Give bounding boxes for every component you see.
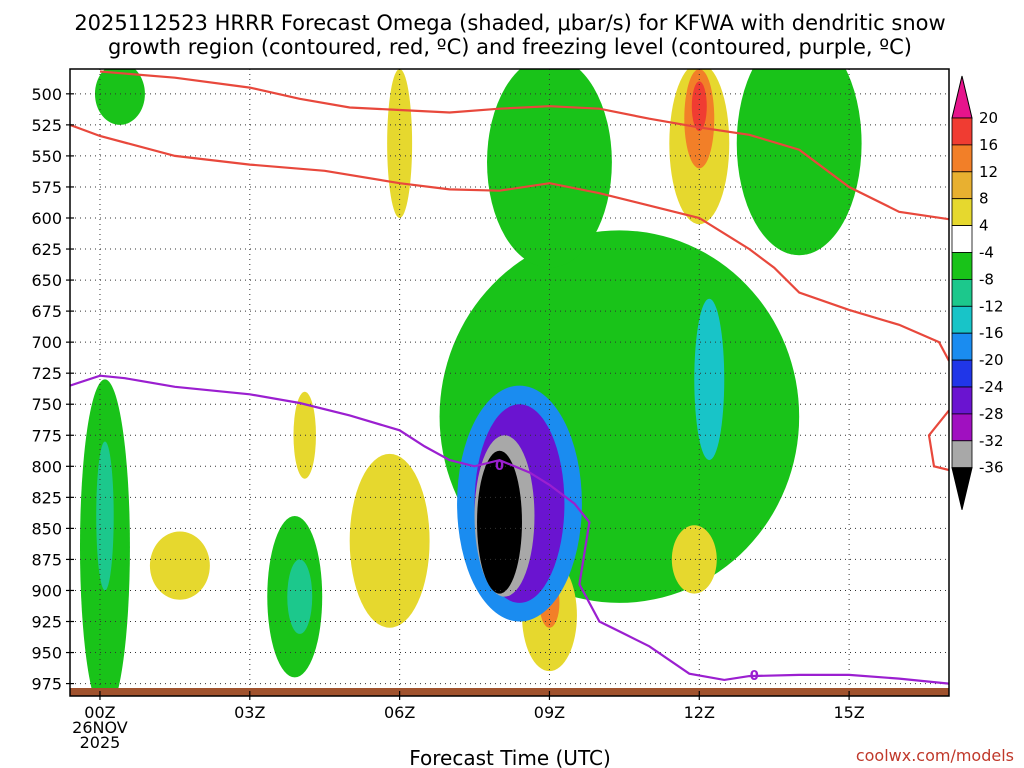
omega-cell-downdraft-cell-upper-06z [387,69,413,218]
y-tick-label: 825 [31,488,62,507]
x-tick-label: 00Z [84,703,115,722]
colorbar-label: 8 [979,190,989,208]
colorbar-band [951,413,973,442]
credit-text: coolwx.com/models [856,746,1014,765]
omega-cell-downdraft-12z [671,525,717,594]
y-tick-label: 800 [31,457,62,476]
y-tick-label: 550 [31,147,62,166]
colorbar-band [951,386,973,415]
y-tick-label: 975 [31,675,62,694]
chart-title-line-1: 2025112523 HRRR Forecast Omega (shaded, … [74,11,945,35]
omega-cell-downdraft-01z [149,531,210,600]
contour-label: 0 [750,669,759,684]
colorbar-label: -12 [979,297,1004,315]
colorbar-label: 20 [979,109,998,127]
colorbar-label: 4 [979,217,989,235]
contour-label: 0 [495,459,504,474]
x-tick-label: 09Z [534,703,565,722]
colorbar-band [951,359,973,388]
colorbar-label: -20 [979,351,1004,369]
omega-cell-downdraft-04z [293,391,316,479]
y-tick-label: 700 [31,333,62,352]
colorbar-bottom-extension [951,467,973,510]
omega-cell-updraft-upper-09z [487,69,612,268]
x-tick-label: 15Z [833,703,864,722]
x-tick-label: 12Z [684,703,715,722]
omega-cell-updraft-cyan-12z [694,298,725,461]
colorbar-label: -32 [979,432,1004,450]
y-tick-label: 500 [31,85,62,104]
colorbar-band [951,117,973,146]
omega-cell-downdraft-06z [349,453,430,628]
x-tick-label: 03Z [234,703,265,722]
chart-title-line-2: growth region (contoured, red, ºC) and f… [108,35,912,59]
colorbar-band [951,332,973,361]
x-axis-label: Forecast Time (UTC) [409,746,611,768]
y-tick-label: 850 [31,519,62,538]
omega-cell-updraft-upper-14z [736,69,862,256]
y-tick-label: 925 [31,613,62,632]
colorbar-band [951,305,973,334]
omega-cell-updraft-top-00z [94,69,145,125]
y-tick-label: 625 [31,240,62,259]
y-tick-label: 950 [31,644,62,663]
colorbar-band [951,171,973,200]
dendritic-contour [70,123,949,362]
omega-cell-downdraft-upper-12z-peak [691,81,707,132]
colorbar-band [951,278,973,307]
y-tick-label: 575 [31,178,62,197]
colorbar-label: 12 [979,163,998,181]
y-tick-label: 750 [31,395,62,414]
omega-cell-updraft-core-08z-max [477,450,522,594]
dendritic-contour [927,409,949,472]
y-tick-label: 900 [31,581,62,600]
plot-frame [69,68,950,697]
colorbar-label: -28 [979,405,1004,423]
omega-cell-updraft-left-00z-core [96,441,114,591]
colorbar-label: -16 [979,324,1004,342]
y-tick-label: 600 [31,209,62,228]
colorbar: 20 16 12 8 4 -4 -8 -12 -16 -20 -24 -28 -32 -36 [951,75,1004,510]
omega-cell-updraft-04z-core [287,559,313,634]
x-tick-label: 06Z [384,703,415,722]
y-tick-label: 875 [31,550,62,569]
y-axis: 500 525 550 575 600 625 650 675 700 725 750 775 800 8… [31,85,74,694]
colorbar-band [951,440,973,469]
y-tick-label: 650 [31,271,62,290]
colorbar-top-extension [951,75,973,119]
colorbar-band [951,198,973,226]
omega-shading-layer [79,69,862,696]
contour-layer: 00 [70,70,949,685]
colorbar-band [951,225,973,253]
plot-area: 00 [70,69,949,696]
colorbar-label: 16 [979,136,998,154]
colorbar-label: -36 [979,459,1004,477]
y-tick-label: 725 [31,364,62,383]
x-tick-label: 26NOV [72,718,128,737]
y-tick-label: 775 [31,426,62,445]
y-tick-label: 675 [31,302,62,321]
colorbar-label: -4 [979,244,994,262]
colorbar-band [951,144,973,173]
colorbar-label: -24 [979,378,1004,396]
y-tick-label: 525 [31,116,62,135]
colorbar-label: -8 [979,270,994,288]
freezing-level-contour [70,374,949,685]
dendritic-contour [99,70,949,221]
x-tick-label: 2025 [80,733,121,752]
surface-ground-bar [70,688,949,696]
colorbar-band [951,252,973,280]
